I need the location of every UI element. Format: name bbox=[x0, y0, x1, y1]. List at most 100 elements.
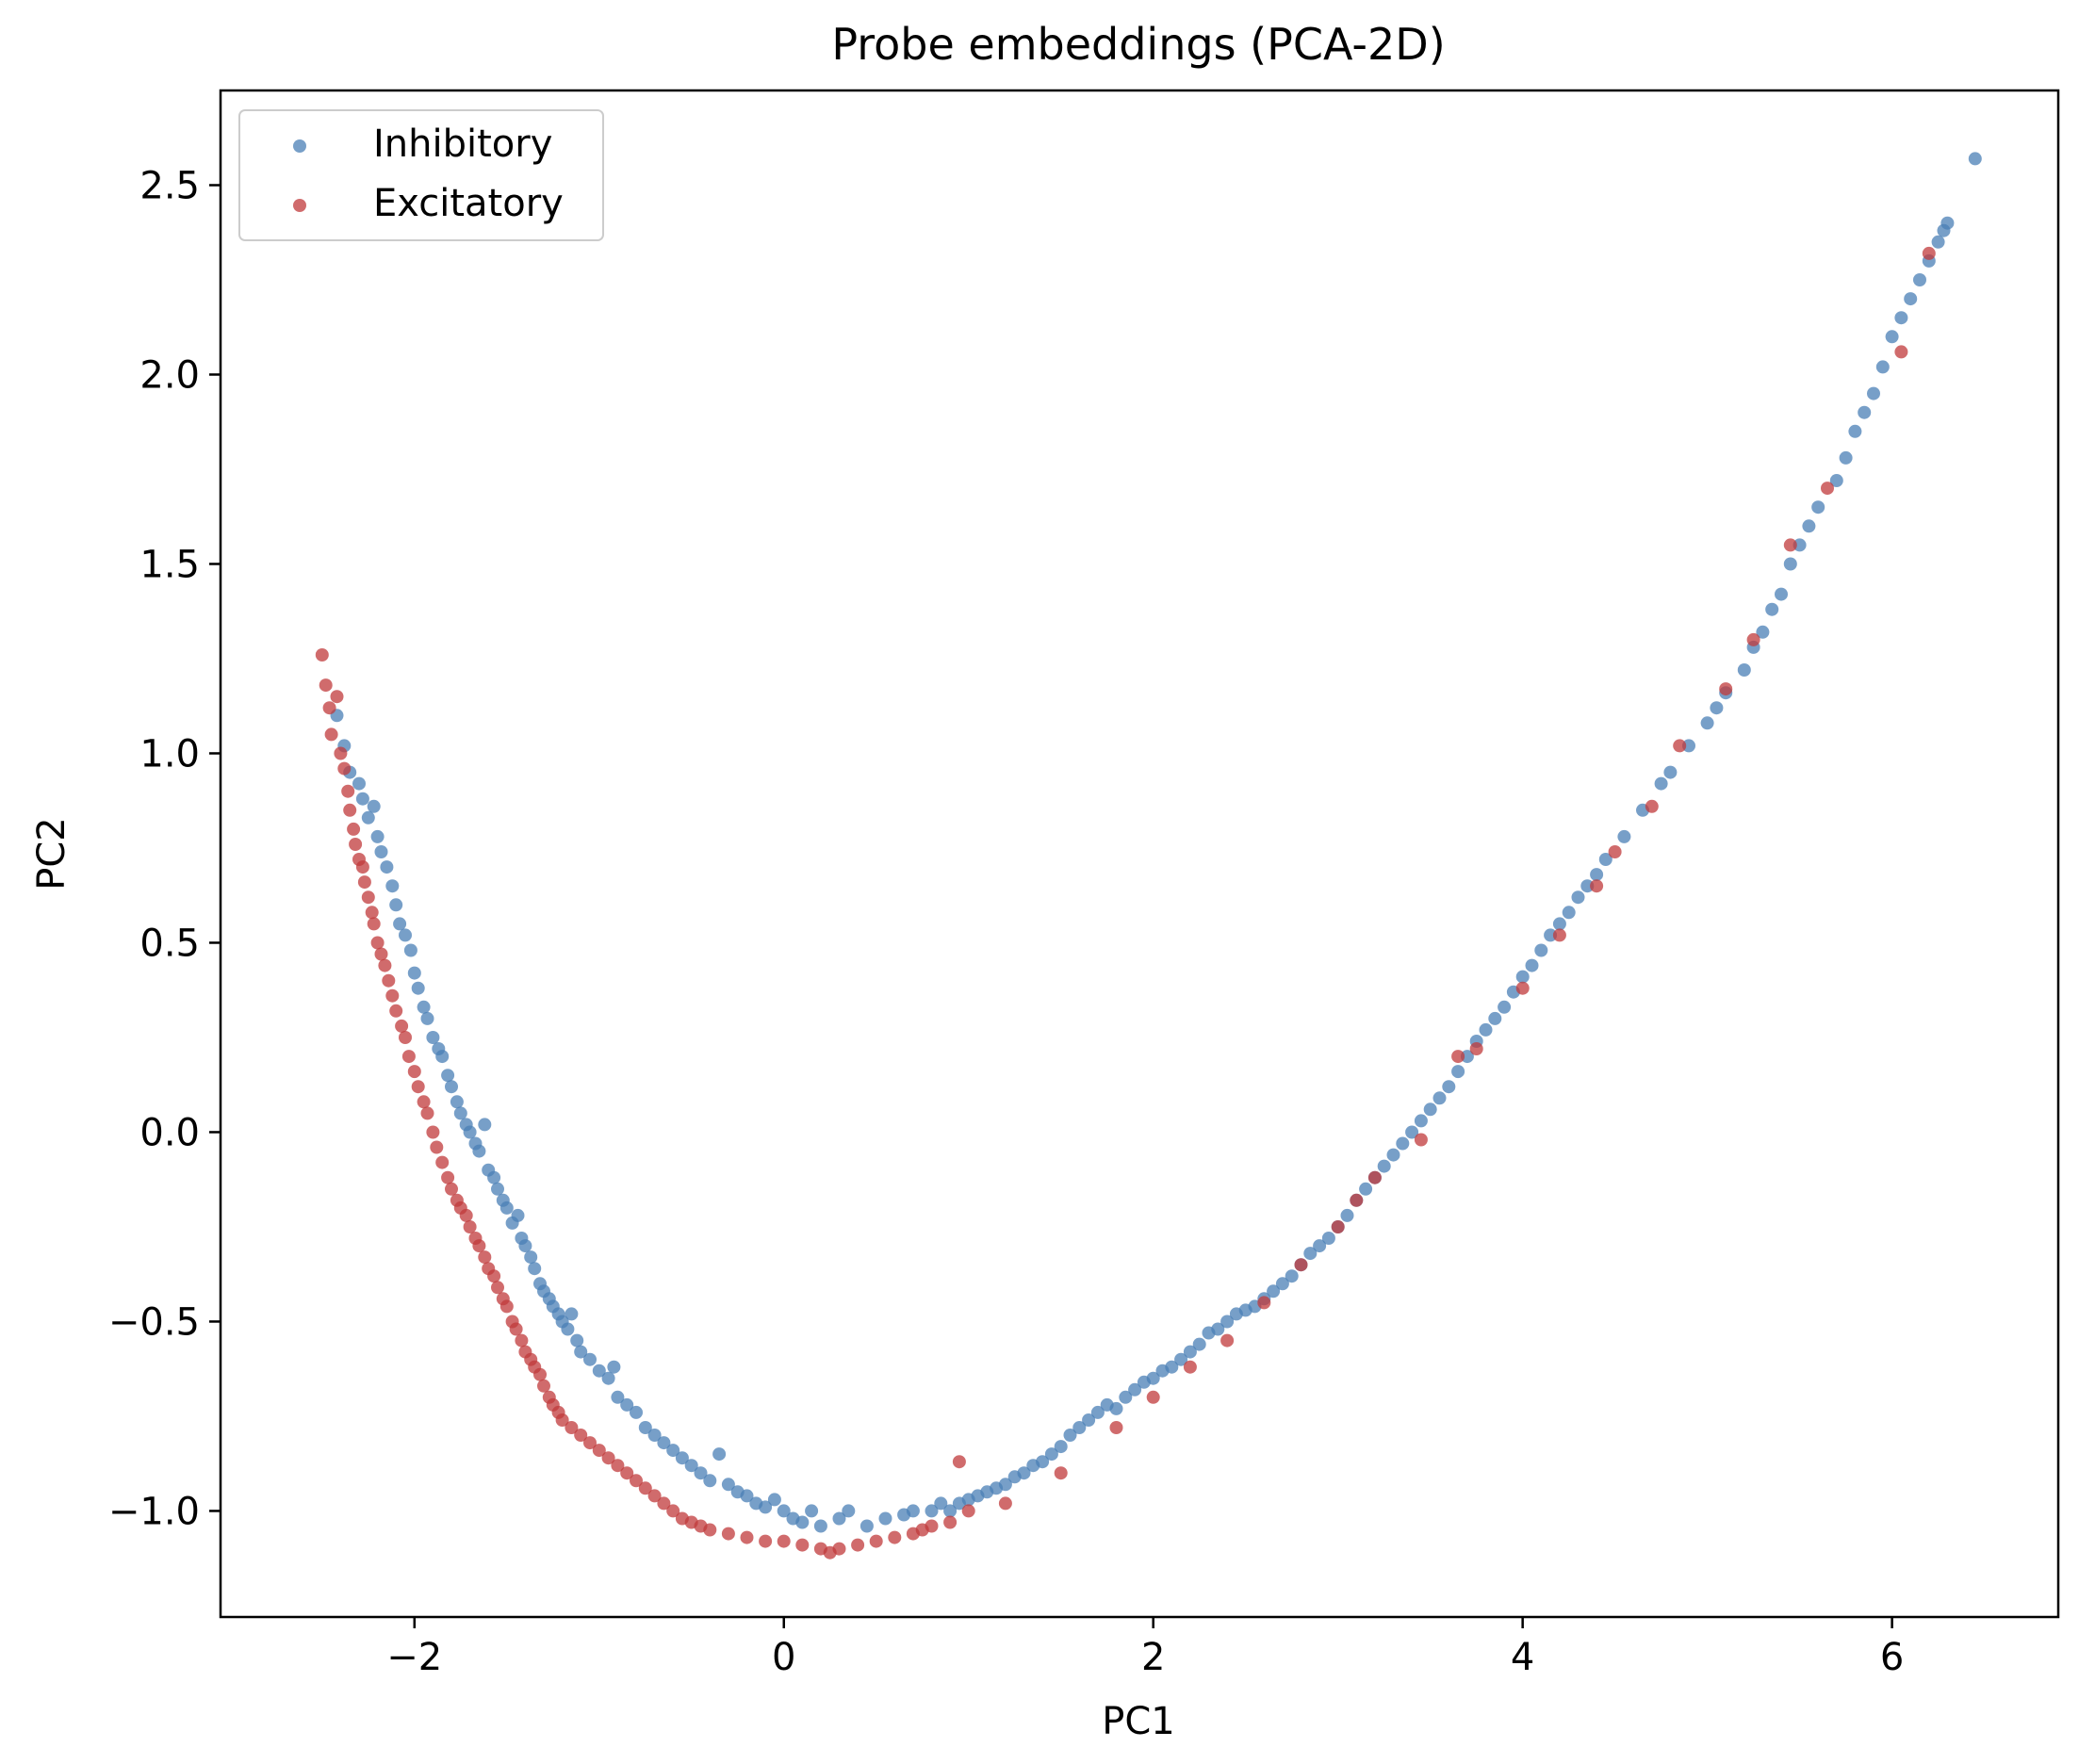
point-inhibitory bbox=[694, 1466, 708, 1480]
legend-marker-inhibitory bbox=[293, 139, 306, 153]
point-excitatory bbox=[463, 1220, 477, 1233]
point-excitatory bbox=[315, 648, 329, 662]
plot-frame bbox=[219, 89, 2060, 1619]
point-inhibitory bbox=[491, 1182, 504, 1196]
point-excitatory bbox=[487, 1269, 501, 1283]
point-inhibitory bbox=[407, 966, 421, 980]
point-inhibitory bbox=[1423, 1102, 1437, 1117]
point-excitatory bbox=[1783, 538, 1797, 552]
point-inhibitory bbox=[1303, 1247, 1318, 1261]
point-inhibitory bbox=[1183, 1345, 1197, 1359]
point-inhibitory bbox=[574, 1345, 588, 1359]
point-excitatory bbox=[370, 936, 385, 950]
point-inhibitory bbox=[511, 1208, 525, 1222]
point-inhibitory bbox=[1479, 1022, 1493, 1037]
point-inhibitory bbox=[601, 1371, 615, 1385]
point-inhibitory bbox=[767, 1493, 781, 1507]
point-inhibitory bbox=[1858, 405, 1872, 419]
point-inhibitory bbox=[1839, 450, 1853, 465]
point-inhibitory bbox=[1174, 1352, 1188, 1366]
point-inhibitory bbox=[1165, 1360, 1179, 1374]
point-inhibitory bbox=[453, 1106, 467, 1120]
point-inhibitory bbox=[1275, 1277, 1289, 1291]
point-excitatory bbox=[657, 1496, 671, 1511]
point-excitatory bbox=[385, 988, 400, 1003]
point-inhibitory bbox=[1534, 943, 1548, 957]
point-inhibitory bbox=[842, 1504, 856, 1518]
point-excitatory bbox=[499, 1299, 514, 1314]
point-excitatory bbox=[330, 690, 344, 704]
point-excitatory bbox=[565, 1421, 579, 1434]
point-inhibitory bbox=[675, 1451, 689, 1465]
y-tick-label: 0.5 bbox=[139, 922, 200, 965]
point-inhibitory bbox=[528, 1262, 542, 1276]
point-inhibitory bbox=[499, 1200, 514, 1215]
point-inhibitory bbox=[1654, 776, 1668, 791]
y-tick-label: 1.5 bbox=[139, 543, 200, 586]
point-excitatory bbox=[601, 1451, 615, 1465]
point-inhibitory bbox=[1211, 1322, 1225, 1336]
point-inhibitory bbox=[1617, 829, 1631, 843]
point-excitatory bbox=[374, 947, 388, 961]
point-inhibitory bbox=[1829, 474, 1843, 487]
x-tick-label: 6 bbox=[1880, 1636, 1904, 1679]
point-inhibitory bbox=[417, 1000, 431, 1014]
point-excitatory bbox=[1746, 632, 1760, 646]
point-excitatory bbox=[611, 1459, 625, 1473]
point-inhibitory bbox=[1451, 1065, 1465, 1079]
point-inhibitory bbox=[1432, 1091, 1447, 1105]
point-excitatory bbox=[1451, 1050, 1465, 1064]
point-excitatory bbox=[721, 1527, 735, 1541]
point-inhibitory bbox=[721, 1478, 735, 1492]
point-excitatory bbox=[1469, 1042, 1483, 1055]
point-excitatory bbox=[401, 1050, 416, 1064]
point-excitatory bbox=[1331, 1220, 1345, 1233]
y-axis-ticks: −1.0 −0.5 0.0 0.5 1.0 1.5 2.0 2.5 bbox=[108, 164, 221, 1533]
point-excitatory bbox=[322, 701, 336, 715]
point-inhibitory bbox=[1793, 538, 1807, 552]
point-inhibitory bbox=[1756, 625, 1770, 639]
x-axis-ticks: −2 0 2 4 6 bbox=[386, 1617, 1904, 1679]
point-inhibitory bbox=[1811, 500, 1825, 514]
point-inhibitory bbox=[1894, 311, 1908, 325]
y-tick-label: −0.5 bbox=[108, 1300, 200, 1344]
point-inhibitory bbox=[393, 917, 407, 931]
legend-marker-excitatory bbox=[293, 199, 306, 212]
point-inhibitory bbox=[1552, 917, 1566, 931]
point-inhibitory bbox=[1931, 235, 1945, 249]
point-inhibitory bbox=[1682, 739, 1695, 753]
point-excitatory bbox=[334, 746, 348, 760]
point-inhibitory bbox=[647, 1429, 662, 1442]
point-inhibitory bbox=[561, 1322, 575, 1336]
point-inhibitory bbox=[759, 1500, 773, 1514]
point-inhibitory bbox=[592, 1364, 606, 1378]
point-excitatory bbox=[472, 1239, 486, 1253]
point-excitatory bbox=[555, 1413, 569, 1427]
point-inhibitory bbox=[859, 1519, 874, 1533]
point-inhibitory bbox=[1082, 1413, 1096, 1427]
point-inhibitory bbox=[1359, 1182, 1373, 1196]
legend: Inhibitory Excitatory bbox=[238, 109, 604, 241]
point-excitatory bbox=[1821, 482, 1834, 496]
point-inhibitory bbox=[1128, 1382, 1142, 1396]
point-excitatory bbox=[759, 1534, 773, 1548]
y-tick-label: −1.0 bbox=[108, 1490, 200, 1533]
point-inhibitory bbox=[1396, 1136, 1410, 1151]
point-inhibitory bbox=[518, 1239, 532, 1253]
point-inhibitory bbox=[367, 799, 381, 813]
point-inhibitory bbox=[666, 1444, 680, 1458]
point-inhibitory bbox=[1783, 557, 1797, 571]
point-inhibitory bbox=[1267, 1284, 1281, 1298]
point-excitatory bbox=[319, 678, 333, 693]
point-inhibitory bbox=[1710, 701, 1724, 715]
point-excitatory bbox=[1367, 1170, 1382, 1184]
point-inhibitory bbox=[426, 1031, 440, 1044]
point-excitatory bbox=[357, 875, 371, 890]
point-excitatory bbox=[347, 822, 361, 836]
point-excitatory bbox=[459, 1208, 473, 1222]
point-inhibitory bbox=[1663, 765, 1678, 779]
point-inhibitory bbox=[1072, 1421, 1087, 1434]
x-tick-label: 4 bbox=[1511, 1636, 1534, 1679]
point-inhibitory bbox=[1885, 330, 1899, 344]
